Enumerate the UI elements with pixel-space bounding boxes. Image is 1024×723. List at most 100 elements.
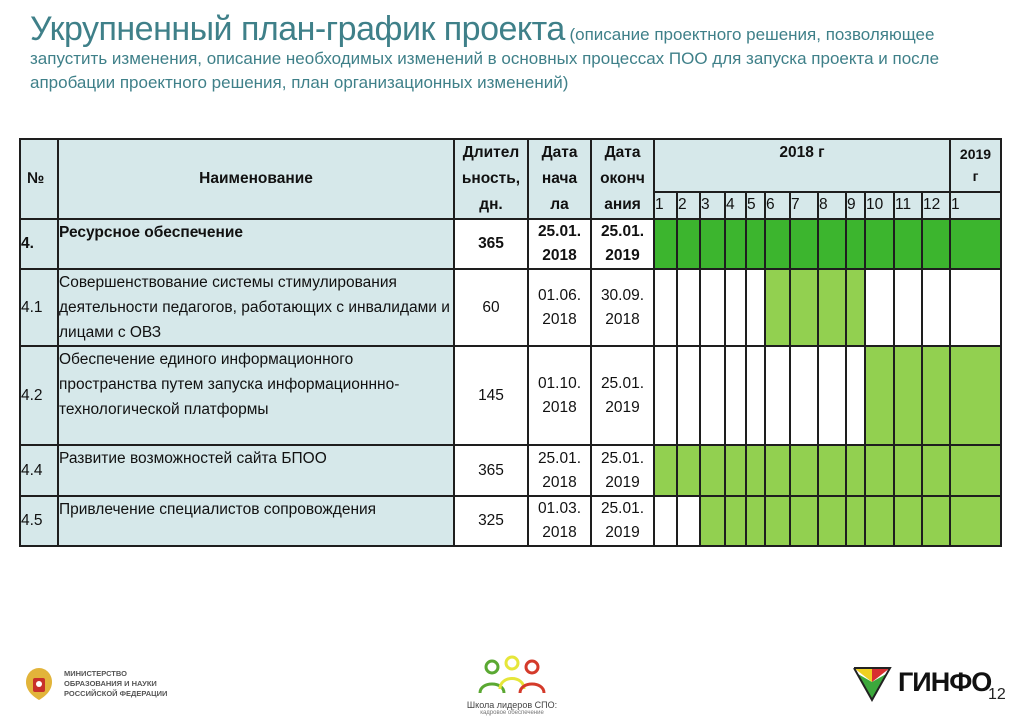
- gantt-bar-cell: [817, 495, 847, 547]
- header-end-date: Дата оконч ания: [590, 138, 655, 220]
- gantt-bar-cell: [699, 495, 726, 547]
- gantt-bar-cell: [764, 268, 791, 347]
- table-row: 4.4 Развитие возможностей сайта БПОО 365 25…: [19, 444, 1002, 497]
- school-leaders-logo: Школа лидеров СПО: кадровое обеспечение: [452, 655, 572, 716]
- task-start-date: 25.01. 2018: [527, 444, 592, 497]
- month-header-12: 12: [921, 190, 951, 221]
- row-number: 4.5: [19, 495, 59, 547]
- gantt-empty-cell: [893, 268, 923, 347]
- header-start-date: Дата нача ла: [527, 138, 592, 220]
- gantt-bar-cell: [921, 345, 951, 446]
- coat-of-arms-icon: [26, 668, 52, 700]
- task-end-date: 25.01. 2019: [590, 495, 655, 547]
- ginfo-triangle-icon: [853, 667, 892, 703]
- task-end-date: 25.01. 2019: [590, 345, 655, 446]
- month-header-10: 10: [864, 190, 895, 221]
- month-header-4: 4: [724, 190, 747, 221]
- task-start-date: 01.03. 2018: [527, 495, 592, 547]
- month-header-5: 5: [745, 190, 766, 221]
- task-duration: 325: [453, 495, 529, 547]
- task-name: Ресурсное обеспечение: [57, 218, 455, 270]
- month-header-6: 6: [764, 190, 791, 221]
- gantt-bar-cell: [864, 495, 895, 547]
- row-number: 4.2: [19, 345, 59, 446]
- gantt-bar-cell: [921, 495, 951, 547]
- task-name: Совершенствование системы стимулирования…: [57, 268, 455, 347]
- gantt-bar-cell: [845, 444, 866, 497]
- gantt-bar-cell: [949, 345, 1002, 446]
- gantt-bar-cell: [921, 444, 951, 497]
- gantt-bar-cell: [845, 495, 866, 547]
- gantt-empty-cell: [745, 345, 766, 446]
- page-title: Укрупненный план-график проекта (описани…: [30, 12, 1000, 95]
- header-num: №: [19, 138, 59, 220]
- task-start-date: 01.10. 2018: [527, 345, 592, 446]
- month-header-11: 11: [893, 190, 923, 221]
- gantt-bar-cell: [653, 444, 678, 497]
- gantt-empty-cell: [676, 345, 701, 446]
- school-subtitle: кадровое обеспечение: [480, 710, 544, 716]
- gantt-empty-cell: [764, 345, 791, 446]
- gantt-bar-cell: [724, 218, 747, 270]
- task-duration: 365: [453, 218, 529, 270]
- task-duration: 60: [453, 268, 529, 347]
- gantt-bar-cell: [764, 444, 791, 497]
- month-header-1: 1: [653, 190, 678, 221]
- people-icon: [478, 655, 546, 694]
- table-row: 4.1 Совершенствование системы стимулиров…: [19, 268, 1002, 347]
- school-name: Школа лидеров СПО:: [466, 700, 558, 710]
- gantt-empty-cell: [676, 268, 701, 347]
- gantt-bar-cell: [817, 218, 847, 270]
- gantt-empty-cell: [653, 268, 678, 347]
- gantt-bar-cell: [764, 218, 791, 270]
- gantt-bar-cell: [789, 218, 819, 270]
- gantt-empty-cell: [724, 345, 747, 446]
- gantt-bar-cell: [745, 218, 766, 270]
- month-header-3: 3: [699, 190, 726, 221]
- task-end-date: 25.01. 2019: [590, 444, 655, 497]
- month-header-7: 7: [789, 190, 819, 221]
- table-row: 4.2 Обеспечение единого информационного п…: [19, 345, 1002, 446]
- ginfo-logo: ГИНФО: [850, 660, 992, 704]
- gantt-bar-cell: [893, 444, 923, 497]
- gantt-bar-cell: [745, 495, 766, 547]
- gantt-bar-cell: [817, 268, 847, 347]
- gantt-bar-cell: [893, 345, 923, 446]
- gantt-bar-cell: [699, 218, 726, 270]
- ministry-line1: МИНИСТЕРСТВО: [64, 669, 127, 678]
- month-header-9: 9: [845, 190, 866, 221]
- row-number: 4.1: [19, 268, 59, 347]
- task-name: Развитие возможностей сайта БПОО: [57, 444, 455, 497]
- gantt-empty-cell: [845, 345, 866, 446]
- gantt-table: № Наименование Длител ьность, дн. Дата н…: [19, 138, 1002, 547]
- gantt-bar-cell: [724, 495, 747, 547]
- month-header-8: 8: [817, 190, 847, 221]
- ministry-line3: РОССИЙСКОЙ ФЕДЕРАЦИИ: [64, 689, 168, 698]
- table-row: 4. Ресурсное обеспечение 365 25.01. 2018 25.…: [19, 218, 1002, 270]
- gantt-empty-cell: [921, 268, 951, 347]
- task-duration: 365: [453, 444, 529, 497]
- gantt-bar-cell: [676, 218, 701, 270]
- gantt-bar-cell: [724, 444, 747, 497]
- ministry-line2: ОБРАЗОВАНИЯ И НАУКИ: [64, 679, 157, 688]
- header-year-2019: 2019 г: [949, 138, 1002, 193]
- task-name: Обеспечение единого информационного прос…: [57, 345, 455, 446]
- gantt-bar-cell: [789, 268, 819, 347]
- gantt-bar-cell: [893, 495, 923, 547]
- header-duration: Длител ьность, дн.: [453, 138, 529, 220]
- gantt-bar-cell: [653, 218, 678, 270]
- gantt-empty-cell: [653, 495, 678, 547]
- gantt-empty-cell: [724, 268, 747, 347]
- row-number: 4.4: [19, 444, 59, 497]
- gantt-bar-cell: [845, 268, 866, 347]
- gantt-empty-cell: [699, 345, 726, 446]
- gantt-bar-cell: [789, 495, 819, 547]
- row-number: 4.: [19, 218, 59, 270]
- gantt-bar-cell: [949, 444, 1002, 497]
- gantt-empty-cell: [745, 268, 766, 347]
- month-header-2: 2: [676, 190, 701, 221]
- table-row: 4.5 Привлечение специалистов сопровождени…: [19, 495, 1002, 547]
- gantt-bar-cell: [676, 444, 701, 497]
- ginfo-name: ГИНФО: [898, 666, 992, 697]
- month-header-13: 1: [949, 190, 1002, 221]
